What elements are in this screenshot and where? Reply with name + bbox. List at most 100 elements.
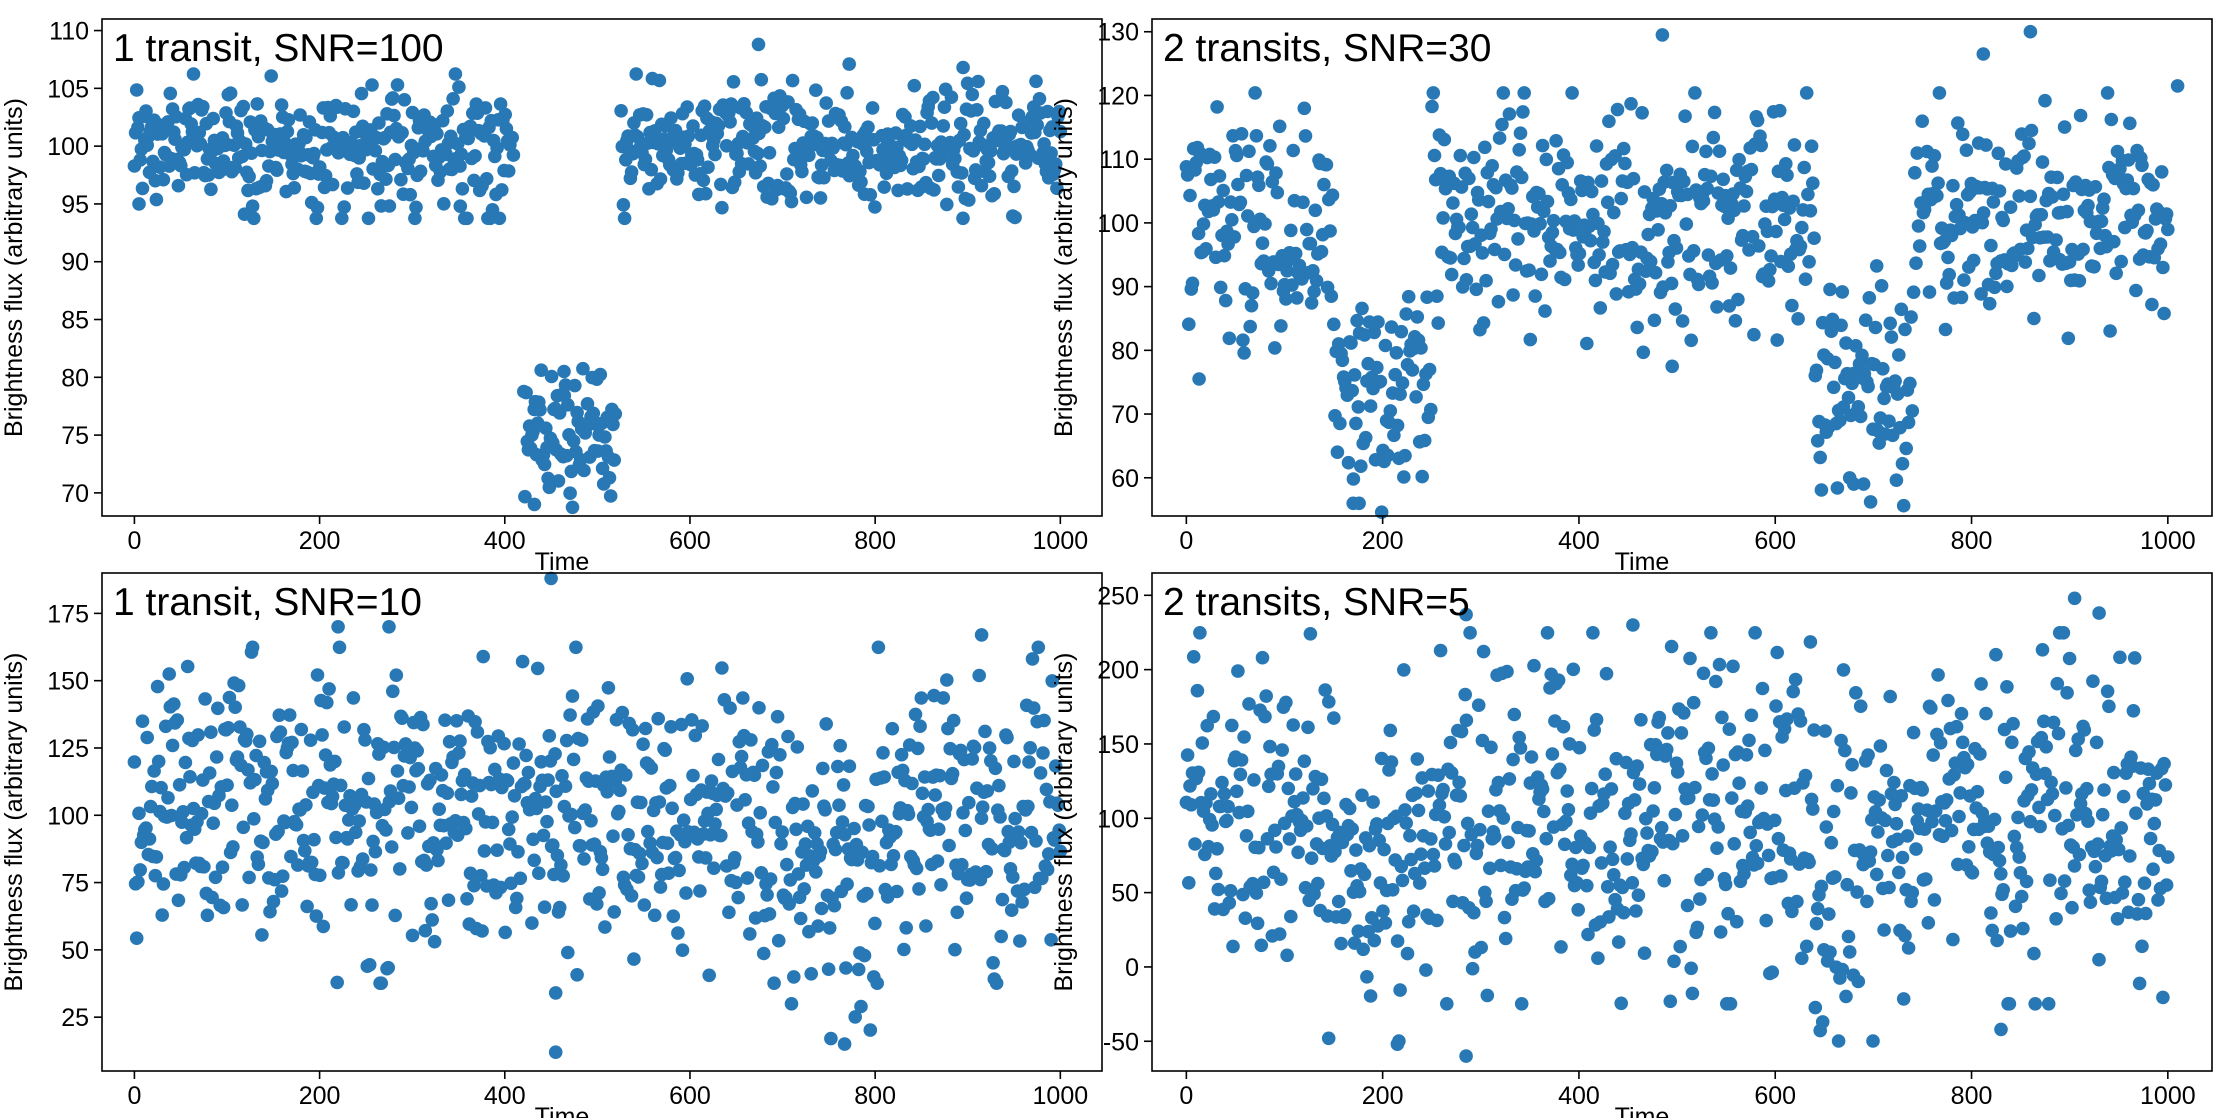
data-point <box>1754 781 1768 795</box>
data-point <box>838 120 852 134</box>
data-point <box>303 733 318 747</box>
data-point <box>1427 148 1442 163</box>
data-point <box>556 869 570 883</box>
data-point <box>1397 663 1411 677</box>
data-point <box>2107 234 2121 249</box>
data-point <box>814 901 829 916</box>
data-point <box>756 946 771 961</box>
data-point <box>477 844 492 858</box>
data-point <box>1496 86 1511 100</box>
y-tick-label: 200 <box>1097 657 1139 685</box>
data-point <box>1226 939 1240 954</box>
data-point <box>1453 789 1468 803</box>
data-point <box>2033 819 2047 834</box>
data-point <box>2100 684 2115 699</box>
data-point <box>709 802 723 817</box>
data-point <box>987 187 1002 201</box>
data-point <box>1700 181 1714 196</box>
data-point <box>1393 983 1407 997</box>
data-point <box>1871 825 1885 839</box>
data-point <box>154 780 168 795</box>
data-point <box>1367 325 1382 340</box>
data-point <box>537 900 552 914</box>
data-point <box>995 84 1010 99</box>
data-point <box>1048 157 1063 171</box>
data-point <box>194 806 209 821</box>
data-point <box>1363 399 1378 413</box>
data-point <box>1876 362 1890 376</box>
data-point <box>1539 152 1554 167</box>
data-point <box>1666 836 1680 851</box>
data-point <box>937 100 952 114</box>
data-point <box>167 697 181 711</box>
data-point <box>382 620 396 634</box>
data-point <box>1822 907 1836 921</box>
data-point <box>789 822 803 837</box>
data-point <box>244 146 259 160</box>
data-point <box>1949 719 1964 734</box>
data-point <box>855 845 869 860</box>
data-point <box>1835 962 1850 977</box>
data-point <box>1665 359 1679 374</box>
data-point <box>1395 873 1410 888</box>
data-point <box>664 720 678 734</box>
data-point <box>1403 828 1417 843</box>
data-point <box>1268 341 1282 355</box>
data-point <box>1286 718 1300 732</box>
data-point <box>453 159 467 173</box>
data-point <box>1626 171 1641 186</box>
data-point <box>1513 126 1528 140</box>
data-point <box>336 856 350 870</box>
data-point <box>1478 140 1492 155</box>
data-point <box>747 768 762 782</box>
data-point <box>460 211 474 226</box>
data-point <box>681 129 696 144</box>
data-point <box>1769 224 1783 239</box>
data-point <box>1031 640 1046 655</box>
data-point <box>470 725 485 739</box>
data-point <box>1535 138 1550 153</box>
data-point <box>2048 808 2062 823</box>
data-point <box>1591 951 1605 965</box>
data-point <box>2154 165 2169 179</box>
data-point <box>1648 265 1663 280</box>
data-point <box>313 868 327 883</box>
data-point <box>894 153 909 168</box>
data-point <box>606 417 620 432</box>
data-point <box>1774 869 1788 883</box>
data-point <box>1605 257 1620 272</box>
data-point <box>1366 795 1380 809</box>
data-point <box>1419 963 1433 977</box>
data-point <box>1497 910 1512 925</box>
data-point <box>865 849 880 864</box>
data-point <box>2080 781 2094 796</box>
data-point <box>2095 807 2110 822</box>
data-point <box>452 746 466 760</box>
data-point <box>1686 244 1701 258</box>
data-point <box>982 741 997 755</box>
data-point <box>839 961 853 975</box>
data-point <box>897 942 911 957</box>
data-point <box>1492 131 1507 145</box>
data-point <box>886 849 901 863</box>
data-point <box>1322 695 1336 709</box>
x-axis-label: Time <box>1615 1103 1670 1118</box>
data-point <box>651 711 665 726</box>
data-point <box>2107 765 2121 780</box>
data-point <box>1807 231 1821 245</box>
data-point <box>1448 856 1463 870</box>
data-point <box>1406 904 1421 918</box>
data-point <box>1863 845 1878 859</box>
data-point <box>965 752 980 766</box>
data-point <box>1500 664 1514 679</box>
data-point <box>1771 831 1786 846</box>
data-point <box>285 735 299 750</box>
data-point <box>993 810 1007 824</box>
data-point <box>1810 901 1825 916</box>
data-point <box>1976 47 1991 61</box>
data-point <box>1191 765 1206 780</box>
data-point <box>1742 733 1756 748</box>
data-point <box>1274 872 1288 886</box>
data-point <box>1632 777 1647 791</box>
